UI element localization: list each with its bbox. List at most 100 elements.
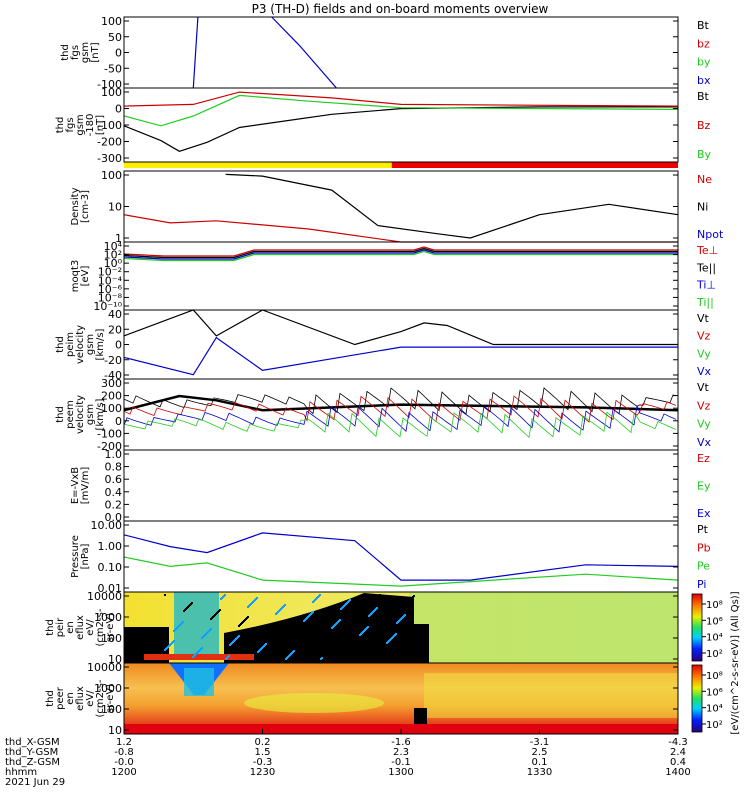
y-axis-label-line: [eV] (80, 266, 91, 287)
legend-vt: Vt (697, 312, 710, 325)
quality-bar-segment (124, 162, 392, 168)
y-tick-label: 100 (101, 15, 122, 28)
y-tick-label: 0.8 (105, 461, 123, 474)
y-axis-label-line: [cm-3] (80, 190, 91, 223)
y-tick-label: -100 (97, 119, 122, 132)
y-tick-label: 100 (101, 86, 122, 99)
x-tick-label: 2.5 (532, 747, 548, 758)
y-tick-label: 0.4 (105, 486, 123, 499)
x-axis-row-label: 2021 Jun 29 (5, 777, 65, 788)
y-axis-label-line: [km/s] (95, 398, 106, 430)
y-axis-label-line: gsm (80, 42, 91, 63)
colorbar-tick-label: 10⁸ (706, 600, 723, 611)
y-tick-label: 10 (108, 201, 122, 214)
y-tick-label: -300 (97, 152, 122, 165)
y-axis-label-line: en (65, 692, 76, 705)
legend-bz: bz (697, 37, 710, 50)
x-tick-label: -0.0 (114, 757, 134, 768)
y-tick-label: 50 (108, 31, 122, 44)
y-axis-label-line: -180 (85, 114, 96, 137)
legend-te⊥: Te⊥ (696, 244, 718, 257)
y-axis-label: thd fgs gsm [nT] (60, 42, 101, 63)
y-tick-label: 1000 (94, 611, 122, 624)
y-axis-label: thd peim velocity gsm [km/s] (55, 325, 106, 364)
x-tick-label: 0.1 (532, 757, 548, 768)
y-tick-label: 10⁻⁶ (98, 283, 123, 296)
x-tick-label: -4.3 (668, 737, 688, 748)
y-tick-label: 0.0 (105, 511, 123, 524)
y-tick-label: 0.2 (105, 498, 123, 511)
legend-te||: Te|| (696, 261, 716, 274)
panel-10: 10000 1000 100 10 thd peer en eflux eV/(cm2-s-sr… (45, 661, 679, 737)
y-tick-label: 0.10 (98, 561, 123, 574)
legend-pb: Pb (697, 541, 711, 554)
legend-pi: Pi (697, 578, 706, 591)
ion-spectrogram (124, 592, 678, 663)
peem-velocity-noise (123, 411, 677, 439)
y-axis-label: moqt3 [eV] (70, 260, 91, 293)
y-tick-label: 1.0 (105, 448, 123, 461)
y-tick-label: 200 (101, 390, 122, 403)
series-te⊥-line (123, 246, 678, 257)
y-tick-label: 10⁻⁸ (98, 291, 123, 304)
series-bx-line (271, 16, 337, 89)
legend-vy: Vy (697, 347, 711, 360)
panel-7: 1.00.80.60.40.20.0 E=-VxB [mV/m] Ez Ey Ex (70, 448, 711, 524)
legend-vt: Vt (697, 381, 710, 394)
colorbar-tick-label: 10⁶ (706, 616, 723, 627)
y-axis-label-line: thd (55, 336, 66, 353)
x-tick-label: 1.2 (116, 737, 132, 748)
y-tick-label: -20 (104, 354, 122, 367)
series-by-line (123, 94, 679, 127)
y-axis-label-line: en (65, 621, 76, 634)
x-tick-label: 0.4 (670, 757, 686, 768)
x-tick-label: 2.3 (393, 747, 409, 758)
legend-ex: Ex (697, 507, 711, 520)
y-axis-label-line: [mV/m] (80, 467, 91, 505)
series-ti||-line (123, 250, 678, 262)
legend-ey: Ey (697, 480, 711, 493)
panel-frame (123, 378, 679, 451)
y-tick-label: 10⁻¹⁰ (93, 300, 122, 313)
y-axis-label-line: [nT] (95, 115, 106, 135)
y-tick-label: 10000 (87, 661, 122, 674)
legend-ez: Ez (697, 452, 710, 465)
panel-2: 100 0 -100 -200 -300 thd fgs gsm -180 [nT] Bt Bz By (55, 86, 712, 165)
panel-frame (123, 520, 679, 593)
y-axis-label-line: gsm (85, 404, 96, 425)
x-axis-row-label: thd_Z-GSM (5, 757, 60, 768)
x-tick-label: -0.1 (391, 757, 411, 768)
x-tick-label: 2.4 (670, 747, 686, 758)
colorbar-2: 10⁸ 10⁶ 10⁴ 10² (691, 664, 723, 733)
series-vx-line (123, 336, 678, 376)
y-tick-label: 100 (101, 169, 122, 182)
y-tick-label: -40 (104, 369, 122, 382)
y-tick-label: -100 (97, 427, 122, 440)
y-axis-label-line: velocity (75, 395, 86, 434)
y-tick-label: 1000 (94, 682, 122, 695)
y-tick-label: 10⁴ (104, 240, 123, 253)
series-bz-line (123, 91, 679, 107)
y-tick-label: 10000 (87, 590, 122, 603)
y-tick-label: 10⁻² (98, 266, 122, 279)
y-axis-label-line: sr-eV) (105, 613, 116, 642)
y-axis-label: thd peem velocity gsm [km/s] (55, 395, 106, 434)
y-axis-label-line: [km/s] (95, 328, 106, 360)
y-tick-label: 1 (115, 232, 122, 245)
legend-vx: Vx (697, 436, 712, 449)
x-tick-label: -0.8 (114, 747, 134, 758)
x-tick-label: 1.5 (255, 747, 271, 758)
x-tick-label: 1200 (111, 767, 136, 778)
legend-ti⊥: Ti⊥ (696, 279, 716, 292)
y-tick-label: 100 (101, 402, 122, 415)
legend-ti||: Ti|| (696, 296, 714, 309)
colorbar-tick-label: 10² (706, 649, 723, 660)
y-axis-label-line: thd (55, 406, 66, 423)
y-tick-label: 0 (115, 47, 122, 60)
y-axis-label-line: eflux (75, 686, 86, 711)
legend-bt: Bt (697, 90, 710, 103)
y-axis-label-line: eflux (75, 615, 86, 640)
legend-vz: Vz (697, 330, 711, 343)
